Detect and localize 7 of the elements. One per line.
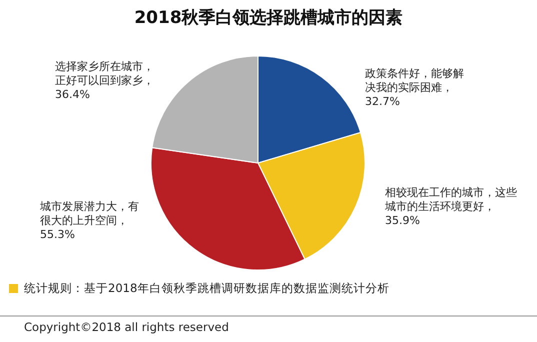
- text: Copyright©2018 all rights reserved: [24, 320, 230, 334]
- slice-label: 选择家乡所在城市，正好可以回到家乡， 36.4%: [55, 60, 155, 102]
- slice-label: 政策条件好，能够解决我的实际困难， 32.7%: [365, 67, 465, 109]
- text: 统计规则：基于2018年白领秋季跳槽调研数据库的数据监测统计分析: [24, 281, 390, 295]
- slice-label: 相较现在工作的城市，这些城市的生活环境更好， 35.9%: [385, 186, 517, 228]
- slice-label: 城市发展潜力大，有很大的上升空间， 55.3%: [40, 200, 140, 242]
- chart-title: 2018秋季白领选择跳槽城市的因素: [133, 8, 404, 28]
